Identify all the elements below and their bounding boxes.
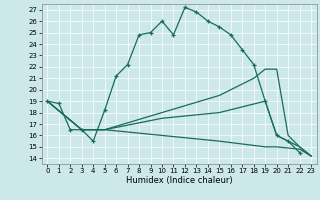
- X-axis label: Humidex (Indice chaleur): Humidex (Indice chaleur): [126, 176, 233, 185]
